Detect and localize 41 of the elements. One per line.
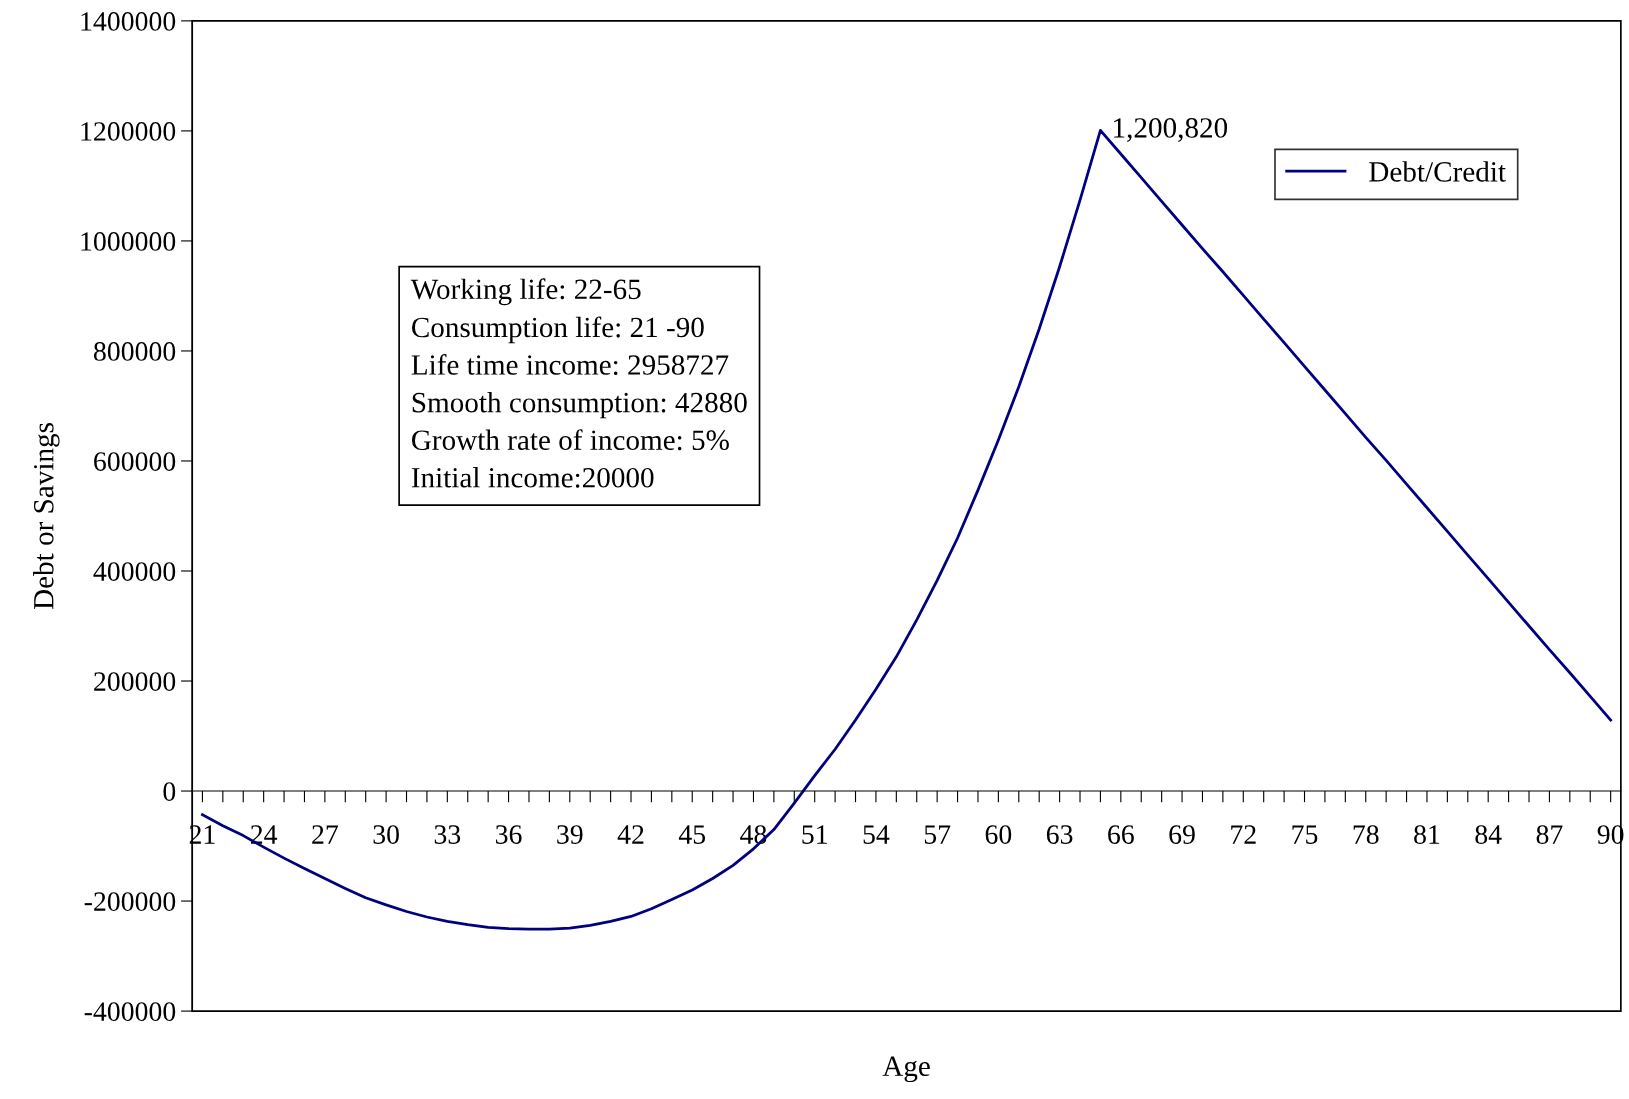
x-tick-label: 39 (557, 825, 583, 844)
x-tick-label: 54 (863, 825, 890, 844)
x-tick-label: 69 (1169, 825, 1195, 844)
y-tick-label: 400000 (93, 562, 176, 581)
x-tick-label: 84 (1475, 825, 1502, 844)
y-tick-label: 600000 (94, 452, 176, 471)
y-tick-label: -400000 (84, 1002, 176, 1021)
annotation: Consumption life: 21 -90 (412, 316, 704, 344)
annotation: Smooth consumption: 42880 (412, 391, 747, 419)
y-tick-label: 1400000 (81, 12, 176, 31)
x-tick-label: 78 (1353, 825, 1379, 844)
annotation: Working life: 22-65 (410, 278, 641, 306)
legend-label: Debt/Credit (1369, 161, 1506, 182)
x-tick-label: 36 (496, 825, 522, 844)
x-tick-label: 51 (802, 825, 827, 844)
y-tick-label: 1000000 (81, 232, 176, 251)
annotation: Life time income: 2958727 (411, 354, 729, 375)
y-tick-label: -200000 (84, 892, 176, 911)
x-tick-label: 81 (1414, 825, 1440, 844)
y-tick-label: 0 (163, 782, 176, 801)
x-axis-title: Age (882, 1056, 930, 1083)
y-axis-title: Debt or Savings (33, 423, 60, 610)
y-tick-label: 1200000 (81, 122, 176, 141)
x-tick-label: 45 (678, 825, 706, 844)
y-tick-label: 200000 (94, 672, 176, 691)
annotation: Growth rate of income: 5% (412, 429, 729, 451)
x-tick-label: 33 (434, 825, 461, 844)
x-tick-label: 30 (373, 825, 399, 844)
x-tick-label: 75 (1292, 825, 1318, 844)
x-tick-label: 63 (1046, 825, 1073, 844)
y-tick-label: 800000 (93, 342, 176, 361)
x-tick-label: 42 (617, 825, 644, 844)
data-label: 1,200,820 (1114, 118, 1228, 142)
x-tick-label: 72 (1231, 825, 1256, 844)
x-tick-label: 87 (1536, 825, 1563, 844)
x-tick-label: 60 (985, 825, 1012, 844)
x-tick-label: 48 (740, 825, 767, 844)
annotation: Initial income:20000 (411, 467, 654, 488)
x-tick-label: 27 (312, 825, 338, 844)
x-tick-label: 57 (924, 825, 951, 844)
x-tick-label: 66 (1108, 825, 1134, 844)
